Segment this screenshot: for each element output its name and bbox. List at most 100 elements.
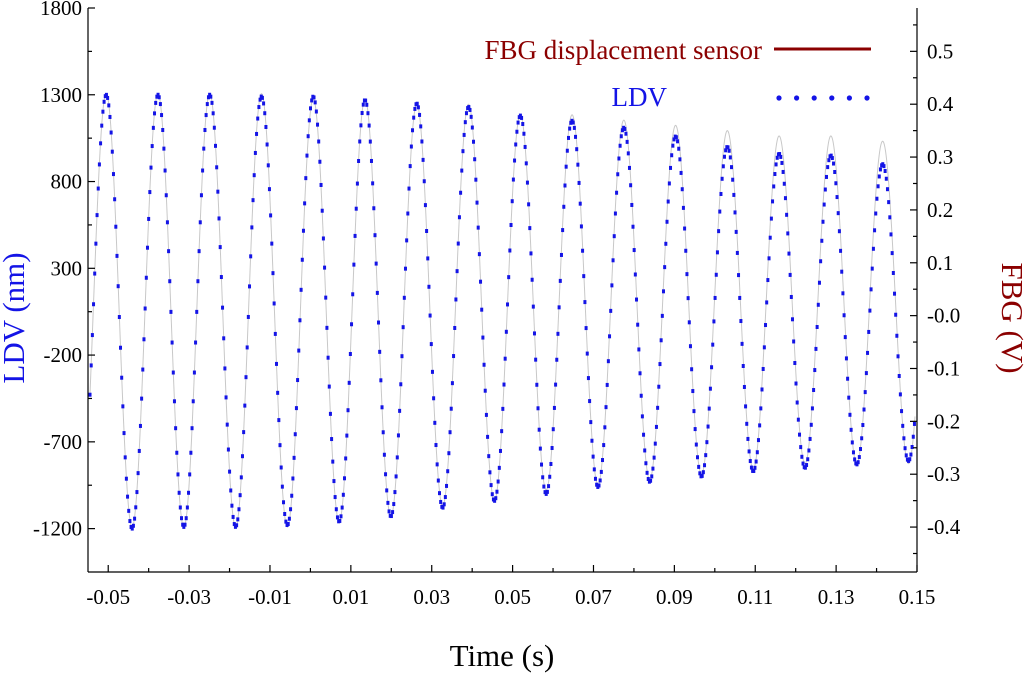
ldv-data-point [359, 123, 363, 128]
ldv-data-point [767, 256, 771, 261]
ldv-data-point [773, 172, 777, 177]
ldv-data-point [583, 300, 587, 305]
left-y-tick-label: 300 [51, 256, 83, 280]
ldv-data-point [790, 317, 794, 322]
ldv-data-point [786, 231, 790, 236]
ldv-data-point [432, 396, 436, 401]
ldv-data-point [765, 300, 769, 305]
ldv-data-point [853, 457, 857, 462]
ldv-data-point [901, 423, 905, 428]
ldv-data-point [476, 225, 480, 230]
ldv-data-point [184, 516, 188, 521]
ldv-data-point [350, 322, 354, 327]
ldv-data-point [731, 177, 735, 182]
legend-ldv-dot [864, 95, 870, 101]
ldv-data-point [571, 120, 575, 125]
ldv-data-point [633, 272, 637, 277]
ldv-data-point [595, 482, 599, 487]
ldv-data-point [468, 107, 472, 112]
ldv-data-point [885, 187, 889, 192]
ldv-data-point [96, 186, 100, 191]
ldv-data-point [341, 492, 345, 497]
ldv-data-point [730, 165, 734, 170]
ldv-data-point [535, 382, 539, 387]
ldv-data-point [182, 524, 186, 529]
ldv-data-point [176, 472, 180, 477]
ldv-data-point [197, 249, 201, 254]
ldv-data-point [534, 357, 538, 362]
ldv-data-point [774, 162, 778, 167]
ldv-data-point [690, 367, 694, 372]
ldv-data-point [489, 483, 493, 488]
ldv-data-point [201, 168, 205, 173]
ldv-data-point [178, 505, 182, 510]
ldv-data-point [896, 354, 900, 359]
ldv-data-point [783, 196, 787, 201]
ldv-data-point [266, 163, 270, 168]
ldv-data-point [196, 279, 200, 284]
ldv-data-point [205, 102, 209, 107]
ldv-data-point [760, 387, 764, 392]
ldv-data-point [219, 275, 223, 280]
ldv-data-point [141, 367, 145, 372]
ldv-data-point [253, 150, 257, 155]
ldv-data-point [796, 417, 800, 422]
ldv-data-point [820, 238, 824, 243]
ldv-data-point [185, 505, 189, 510]
ldv-data-point [680, 187, 684, 192]
ldv-data-point [738, 295, 742, 300]
ldv-data-point [787, 251, 791, 256]
ldv-data-point [212, 125, 216, 130]
ldv-data-point [439, 499, 443, 504]
ldv-data-point [174, 426, 178, 431]
ldv-data-point [564, 164, 568, 169]
ldv-data-point [264, 125, 268, 129]
x-tick-label: 0.13 [818, 585, 855, 609]
ldv-data-point [855, 462, 859, 467]
ldv-data-point [900, 409, 904, 414]
ldv-data-point [687, 320, 691, 325]
ldv-data-point [490, 492, 494, 497]
ldv-data-point [749, 465, 753, 470]
ldv-data-point [93, 271, 97, 276]
ldv-data-point [630, 202, 634, 207]
ldv-data-point [109, 130, 113, 135]
ldv-data-point [257, 105, 261, 110]
ldv-data-point [353, 233, 357, 238]
ldv-data-point [343, 476, 346, 481]
ldv-data-point [810, 406, 814, 411]
ldv-data-point [284, 519, 288, 524]
ldv-data-point [391, 510, 395, 515]
ldv-data-point [408, 164, 412, 169]
ldv-data-point [817, 280, 821, 285]
ldv-data-point [876, 184, 880, 189]
ldv-data-point [761, 366, 765, 371]
ldv-data-point [190, 426, 194, 431]
ldv-data-point [278, 443, 282, 448]
ldv-data-point [608, 334, 612, 339]
ldv-data-point [448, 430, 452, 435]
ldv-data-point [223, 366, 227, 371]
ldv-data-point [569, 120, 573, 125]
ldv-data-point [401, 325, 405, 330]
ldv-data-point [137, 448, 141, 453]
ldv-data-point [124, 476, 128, 481]
ldv-data-point [328, 411, 332, 416]
ldv-data-point [822, 202, 826, 207]
ldv-data-point [352, 262, 356, 267]
ldv-data-point [781, 169, 785, 174]
ldv-data-point [891, 270, 895, 275]
left-y-tick-label: 1800 [40, 0, 82, 20]
ldv-data-point [237, 507, 241, 512]
ldv-data-point [606, 359, 610, 364]
ldv-data-point [819, 259, 823, 264]
ldv-data-point [840, 269, 844, 274]
ldv-data-point [789, 294, 793, 299]
fbg-series-line [89, 92, 916, 528]
ldv-data-point [653, 441, 657, 446]
ldv-data-point [203, 128, 207, 133]
ldv-data-point [541, 475, 545, 480]
ldv-data-point [735, 250, 739, 255]
ldv-data-point [442, 502, 446, 507]
ldv-data-point [269, 213, 273, 218]
